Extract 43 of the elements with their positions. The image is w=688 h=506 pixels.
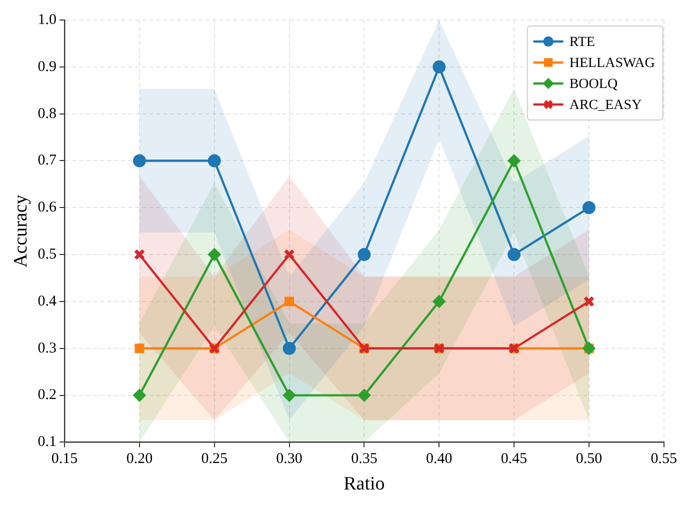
legend-label: BOOLQ [569, 77, 618, 92]
point [432, 60, 446, 74]
legend-label: RTE [569, 35, 595, 50]
y-tick-label: 0.3 [38, 340, 57, 356]
point [508, 154, 521, 168]
x-tick-label: 0.40 [426, 451, 452, 468]
y-tick-label: 0.1 [38, 434, 57, 450]
point [282, 342, 296, 355]
x-tick-label: 0.30 [276, 451, 302, 468]
y-tick-label: 0.2 [38, 387, 57, 404]
point [132, 388, 146, 402]
y-tick-label: 0.7 [38, 152, 58, 169]
x-tick-label: 0.45 [500, 451, 528, 468]
y-tick-label: 0.9 [38, 58, 57, 75]
point [284, 296, 294, 306]
point [583, 296, 595, 308]
point [358, 388, 371, 402]
x-tick-label: 0.35 [351, 451, 378, 468]
legend-label: ARC_EASY [569, 98, 642, 114]
x-tick-label: 0.15 [51, 451, 78, 468]
point [134, 344, 144, 354]
x-tick-label: 0.20 [126, 451, 153, 468]
point [582, 201, 596, 214]
y-tick-label: 0.5 [38, 246, 57, 262]
point [134, 248, 146, 260]
y-axis-title: Accuracy [10, 194, 32, 268]
x-tick-label: 0.50 [576, 451, 602, 468]
point [358, 248, 371, 262]
point [508, 248, 521, 262]
x-axis-title: Ratio [344, 474, 385, 495]
y-tick-label: 1.0 [38, 12, 57, 28]
y-tick-label: 0.8 [38, 106, 57, 122]
y-tick-label: 0.6 [38, 200, 58, 216]
point [284, 248, 295, 260]
x-tick-label: 0.25 [201, 451, 228, 468]
point [208, 154, 221, 168]
point [208, 248, 221, 262]
point [132, 154, 146, 168]
point [282, 388, 296, 402]
legend-label: HELLASWAG [569, 56, 655, 72]
y-tick-label: 0.4 [38, 293, 58, 310]
point [432, 294, 446, 308]
x-tick-label: 0.55 [650, 451, 677, 468]
